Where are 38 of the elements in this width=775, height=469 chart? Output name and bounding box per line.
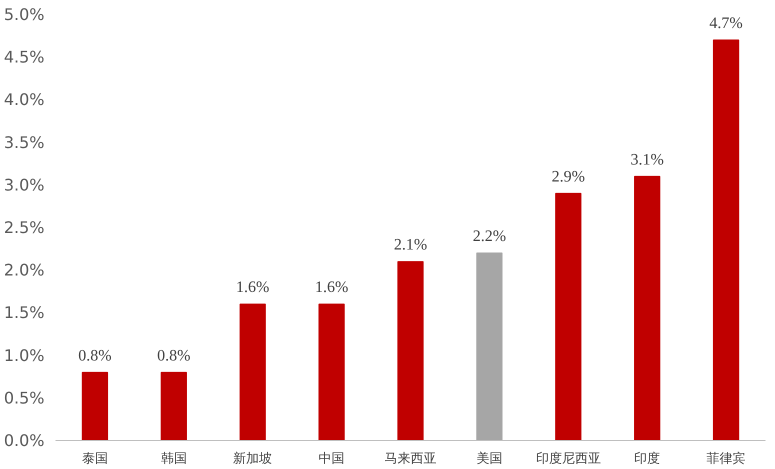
data-label: 0.8% [78, 347, 112, 364]
data-label: 0.8% [157, 347, 190, 364]
x-tick-label: 马来西亚 [384, 452, 436, 466]
y-tick-label: 1.5% [4, 303, 45, 322]
data-label: 2.2% [472, 228, 506, 246]
bar [240, 304, 266, 440]
y-tick-label: 3.5% [4, 132, 45, 152]
bar [160, 372, 187, 440]
y-tick-label: 5.0% [4, 5, 45, 24]
data-label: 1.6% [236, 279, 270, 296]
x-tick-label: 新加坡 [233, 452, 272, 466]
y-tick-label: 0.5% [4, 388, 45, 408]
x-tick-label: 印度尼西亚 [536, 450, 601, 466]
y-tick-label: 4.0% [4, 90, 45, 110]
bar [397, 261, 424, 440]
data-label: 4.7% [709, 15, 743, 32]
x-tick-label: 中国 [318, 452, 345, 466]
y-tick-label: 2.0% [4, 260, 45, 280]
bar [555, 192, 582, 440]
x-tick-label: 泰国 [82, 452, 108, 466]
data-label: 1.6% [314, 279, 348, 296]
x-tick-label: 印度 [634, 450, 660, 466]
y-tick-label: 3.0% [4, 175, 45, 194]
bar [82, 372, 108, 440]
x-tick-label: 美国 [476, 450, 502, 466]
y-tick-label: 2.5% [4, 218, 45, 237]
bar [712, 40, 740, 440]
y-tick-label: 4.5% [4, 48, 45, 67]
data-label: 2.1% [394, 236, 428, 254]
y-tick-label: 1.0% [4, 346, 45, 365]
data-label: 2.9% [552, 168, 585, 186]
bar [634, 176, 660, 440]
bar [318, 304, 345, 440]
x-tick-label: 韩国 [160, 452, 187, 466]
y-tick-label: 0.0% [4, 431, 45, 450]
bar [476, 252, 503, 440]
x-tick-label: 菲律宾 [706, 450, 746, 466]
data-label: 3.1% [630, 151, 664, 168]
